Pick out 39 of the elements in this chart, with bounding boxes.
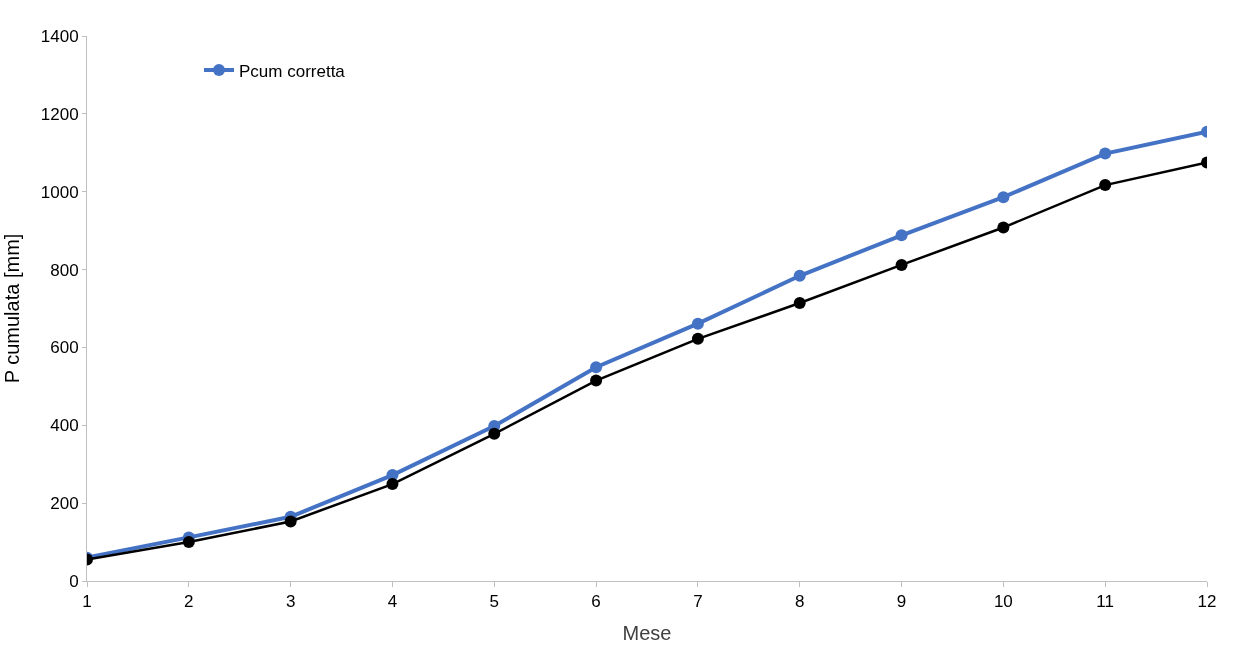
- point: [488, 427, 501, 440]
- point: [386, 478, 399, 491]
- y-tick-label: 600: [50, 338, 79, 358]
- point: [590, 374, 603, 387]
- y-tick-label: 1200: [40, 104, 79, 124]
- point: [182, 536, 195, 549]
- x-tick-label: 2: [184, 592, 194, 612]
- point: [1099, 179, 1112, 192]
- x-tick-label: 10: [993, 592, 1013, 612]
- x-tick-label: 11: [1096, 592, 1115, 612]
- x-tick-label: 5: [489, 592, 499, 612]
- point: [793, 269, 806, 282]
- x-axis-title: Mese: [622, 621, 672, 644]
- point: [895, 258, 908, 271]
- point: [691, 332, 704, 345]
- x-tick-label: 9: [896, 592, 907, 612]
- point: [590, 361, 603, 374]
- y-tick-label: 200: [50, 494, 79, 514]
- x-tick-label: 12: [1197, 592, 1217, 612]
- x-tick-label: 6: [591, 592, 601, 612]
- x-tick-label: 8: [795, 592, 805, 612]
- point: [997, 221, 1010, 234]
- y-tick-label: 1400: [40, 26, 79, 46]
- y-tick-label: 800: [50, 260, 79, 280]
- x-tick-label: 7: [693, 592, 703, 612]
- point: [895, 229, 908, 242]
- y-tick-label: 1000: [40, 182, 79, 202]
- y-tick-label: 0: [69, 571, 79, 591]
- point: [1099, 147, 1112, 160]
- x-tick-label: 3: [285, 592, 296, 612]
- point: [997, 191, 1010, 204]
- legend-label: Pcum corretta: [239, 61, 346, 81]
- y-tick-label: 400: [50, 416, 79, 436]
- point: [691, 317, 704, 330]
- y-axis-title: P cumulata [mm]: [1, 233, 24, 384]
- point: [284, 515, 297, 528]
- x-tick-label: 4: [387, 592, 398, 612]
- point: [793, 297, 806, 310]
- x-tick-label: 1: [82, 592, 92, 612]
